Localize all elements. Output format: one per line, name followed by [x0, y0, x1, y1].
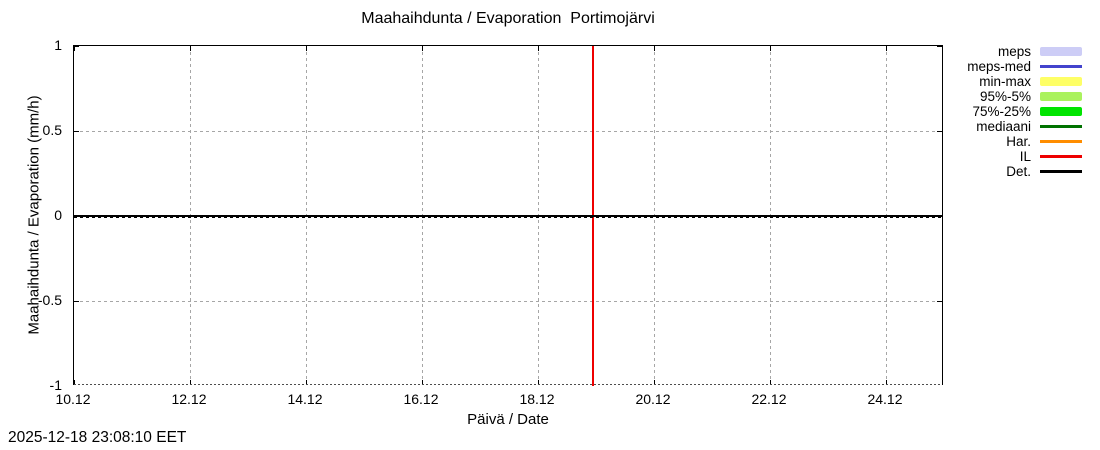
legend-item: 95%-5%	[967, 89, 1082, 104]
legend-swatch	[1040, 47, 1082, 56]
legend-item: Har.	[967, 134, 1082, 149]
x-axis-label: Päivä / Date	[467, 411, 549, 428]
y-tick-label: -1	[49, 377, 62, 393]
legend-item: Det.	[967, 164, 1082, 179]
zero-gridline	[74, 217, 942, 218]
chart-title: Maahaihdunta / Evaporation Portimojärvi	[361, 10, 655, 27]
legend-label: meps-med	[967, 59, 1031, 74]
x-tick-label: 14.12	[287, 391, 323, 407]
x-tick-label: 22.12	[751, 391, 787, 407]
legend-label: mediaani	[976, 119, 1031, 134]
legend-label: Har.	[1006, 134, 1031, 149]
legend-swatch	[1040, 107, 1082, 116]
y-tick-label: 1	[54, 37, 62, 53]
x-tick-label: 12.12	[171, 391, 207, 407]
legend-item: 75%-25%	[967, 104, 1082, 119]
plot-area	[73, 45, 943, 386]
x-tick-label: 18.12	[519, 391, 555, 407]
y-tick-label: 0	[54, 207, 62, 223]
legend-item: min-max	[967, 74, 1082, 89]
legend-swatch	[1040, 155, 1082, 158]
legend-label: min-max	[979, 74, 1031, 89]
legend-item: meps	[967, 44, 1082, 59]
legend-swatch	[1040, 65, 1082, 68]
plot-bottom-border	[74, 384, 942, 385]
x-axis-ticks-bottom	[74, 380, 942, 385]
legend-swatch	[1040, 140, 1082, 143]
gridline-horizontal	[74, 301, 942, 302]
legend-swatch	[1040, 92, 1082, 101]
legend-swatch	[1040, 77, 1082, 86]
timestamp: 2025-12-18 23:08:10 EET	[8, 429, 187, 446]
legend-label: 75%-25%	[972, 104, 1031, 119]
legend-label: Det.	[1006, 164, 1031, 179]
x-tick-label: 10.12	[55, 391, 91, 407]
legend: meps meps-med min-max 95%-5% 75%-25% med…	[967, 44, 1082, 179]
y-tick-label: 0.5	[42, 122, 62, 138]
gridline-horizontal	[74, 131, 942, 132]
legend-swatch	[1040, 170, 1082, 173]
x-tick-label: 24.12	[867, 391, 903, 407]
legend-item: IL	[967, 149, 1082, 164]
legend-label: meps	[997, 44, 1031, 59]
x-tick-label: 16.12	[403, 391, 439, 407]
legend-label: 95%-5%	[979, 89, 1031, 104]
legend-item: meps-med	[967, 59, 1082, 74]
legend-item: mediaani	[967, 119, 1082, 134]
legend-label: IL	[1019, 149, 1031, 164]
legend-swatch	[1040, 125, 1082, 128]
det-series-line	[74, 215, 942, 217]
y-tick-label: -0.5	[37, 292, 62, 308]
x-tick-label: 20.12	[635, 391, 671, 407]
x-axis-ticks-top	[74, 46, 942, 51]
